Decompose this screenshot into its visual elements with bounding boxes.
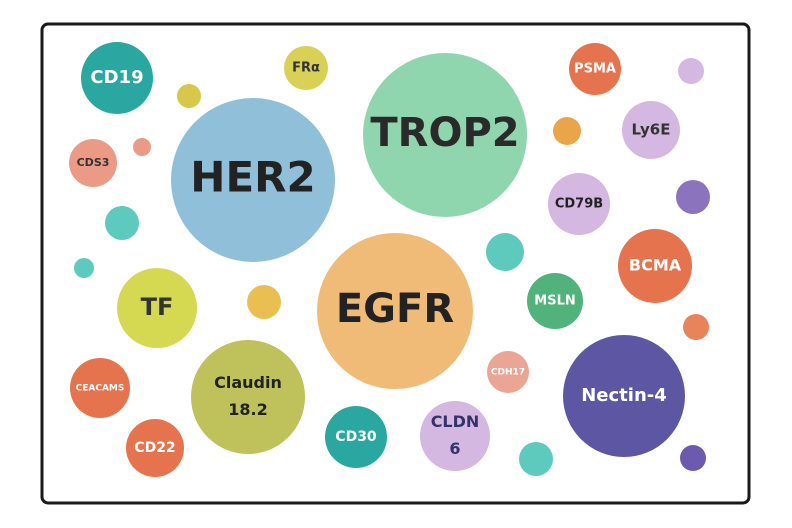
bubble-label: FRα [292,61,320,76]
bubble [569,43,621,95]
bubble [519,442,553,476]
bubble [105,206,139,240]
bubble [117,268,197,348]
bubble-label: CEACAMS [76,384,125,394]
bubble-label: CD22 [134,440,175,456]
bubble [74,258,94,278]
bubble [70,358,130,418]
bubble [284,46,328,90]
bubble [177,84,201,108]
bubble-label: CD19 [90,67,143,88]
bubble [683,314,709,340]
bubble-label: EGFR [336,286,454,332]
bubble-label: Ly6E [631,121,670,139]
bubble-label: Claudin [214,373,282,392]
bubble-label: Nectin-4 [581,385,667,406]
bubble [81,42,153,114]
bubble-label: CDS3 [77,156,110,169]
bubble [420,401,490,471]
bubble [325,406,387,468]
bubble-label: TROP2 [370,110,519,156]
bubble-label: BCMA [629,256,682,275]
bubble [133,138,151,156]
bubble [548,173,610,235]
bubble [247,285,281,319]
bubble-label: CD30 [335,429,377,445]
bubble-label: 6 [449,439,460,458]
bubble [622,101,680,159]
bubble [171,98,335,262]
bubble [680,445,706,471]
bubble-label: CD79B [555,197,603,212]
bubble [487,351,529,393]
bubble [618,229,692,303]
bubble [363,53,527,217]
bubbles [74,58,710,476]
bubble [126,419,184,477]
bubble-label: PSMA [574,62,616,77]
bubble [527,273,583,329]
bubble [563,335,685,457]
bubble [676,180,710,214]
bubble-label: MSLN [534,294,575,309]
bubble-label: CDH17 [491,368,525,378]
bubble [553,117,581,145]
bubble-label: 18.2 [228,400,267,419]
bubble-label: HER2 [190,153,315,202]
bubble [69,139,117,187]
bubble [486,233,524,271]
bubble-label: TF [141,293,174,321]
bubble [317,233,473,389]
bubble [191,340,305,454]
bubble-label: CLDN [431,412,480,431]
bubble [678,58,704,84]
